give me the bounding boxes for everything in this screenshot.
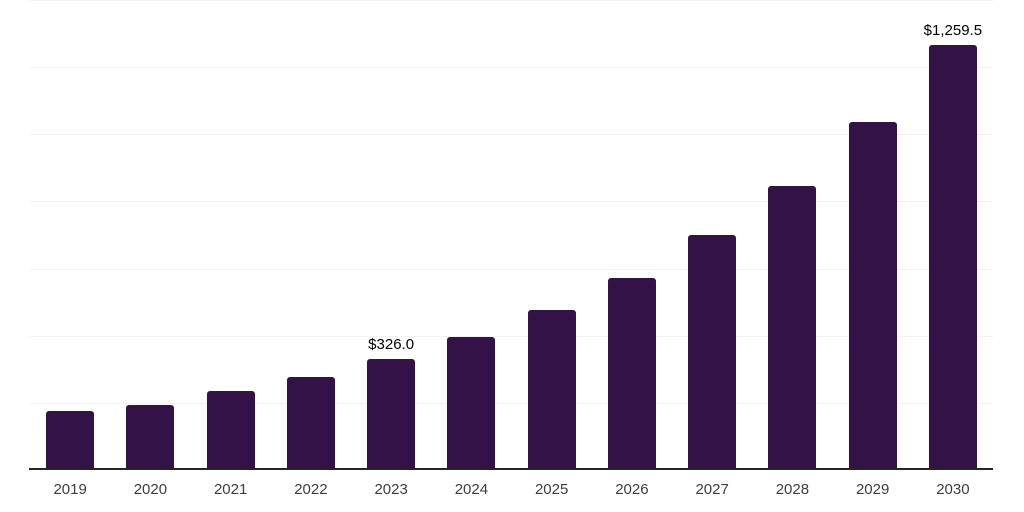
x-tick-label-2023: 2023 bbox=[374, 481, 408, 498]
plot-area: $326.0 $1,259.5 bbox=[29, 0, 993, 470]
bar-2028 bbox=[768, 185, 817, 468]
x-tick-label-2027: 2027 bbox=[695, 481, 729, 498]
x-tick-label-2022: 2022 bbox=[294, 481, 328, 498]
bar-2019 bbox=[46, 410, 95, 468]
gridline-400 bbox=[30, 335, 993, 337]
bar-2023 bbox=[367, 358, 416, 468]
gridline-1200 bbox=[30, 67, 993, 69]
bar-2026 bbox=[607, 277, 656, 468]
gridline-600 bbox=[30, 268, 993, 270]
x-tick-label-2029: 2029 bbox=[855, 481, 890, 498]
bar-2027 bbox=[688, 235, 737, 468]
x-tick-label-2028: 2028 bbox=[775, 481, 810, 498]
x-tick-label-2025: 2025 bbox=[534, 481, 569, 498]
bar-2025 bbox=[527, 309, 576, 468]
bar-2030 bbox=[928, 45, 977, 468]
x-tick-label-2019: 2019 bbox=[53, 481, 87, 498]
x-tick-label-2024: 2024 bbox=[454, 481, 489, 498]
gridline-800 bbox=[30, 201, 993, 203]
bar-2029 bbox=[848, 121, 897, 468]
value-label-2030: $1,259.5 bbox=[923, 22, 983, 40]
x-tick-label-2026: 2026 bbox=[615, 481, 649, 498]
gridline-1000 bbox=[30, 134, 993, 136]
x-axis-labels: 2019 2020 2021 2022 2023 2024 2025 2026 2027 2028… bbox=[30, 481, 993, 505]
x-tick-label-2020: 2020 bbox=[133, 481, 168, 498]
bar-2021 bbox=[206, 391, 255, 468]
bar-2022 bbox=[286, 377, 335, 468]
bar-2024 bbox=[447, 336, 496, 468]
bar-2020 bbox=[126, 405, 175, 468]
x-tick-label-2021: 2021 bbox=[213, 481, 248, 498]
x-tick-label-2030: 2030 bbox=[936, 481, 970, 498]
gridline-200 bbox=[30, 402, 993, 404]
value-label-2023: $326.0 bbox=[368, 335, 415, 353]
x-axis-line bbox=[29, 468, 993, 470]
gridline-1400 bbox=[30, 0, 993, 1]
